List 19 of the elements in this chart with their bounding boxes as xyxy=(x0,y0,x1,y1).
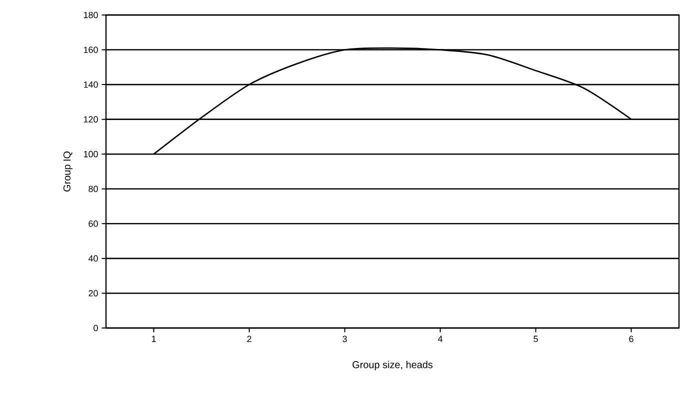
y-tick-label: 140 xyxy=(84,81,98,88)
y-tick-label: 20 xyxy=(88,290,98,296)
y-tick-label: 80 xyxy=(88,186,98,192)
y-tick-label: 120 xyxy=(84,116,98,123)
x-tick-label: 6 xyxy=(629,336,634,342)
y-tick-label: 0 xyxy=(94,324,98,332)
x-tick-label: 5 xyxy=(534,336,538,342)
x-axis-title: Group size, heads xyxy=(352,360,433,370)
y-tick-label: 180 xyxy=(84,12,98,18)
y-axis-title: Group IQ xyxy=(63,151,72,192)
y-tick-label: 40 xyxy=(88,255,98,262)
x-tick-label: 4 xyxy=(438,336,442,342)
y-tick-label: 160 xyxy=(84,46,98,53)
x-tick-label: 2 xyxy=(247,336,252,342)
y-tick-label: 60 xyxy=(88,220,98,227)
line-series xyxy=(153,47,632,155)
x-tick-label: 3 xyxy=(342,336,347,342)
x-tick-label: 1 xyxy=(152,336,156,342)
y-tick-label: 100 xyxy=(84,150,98,158)
